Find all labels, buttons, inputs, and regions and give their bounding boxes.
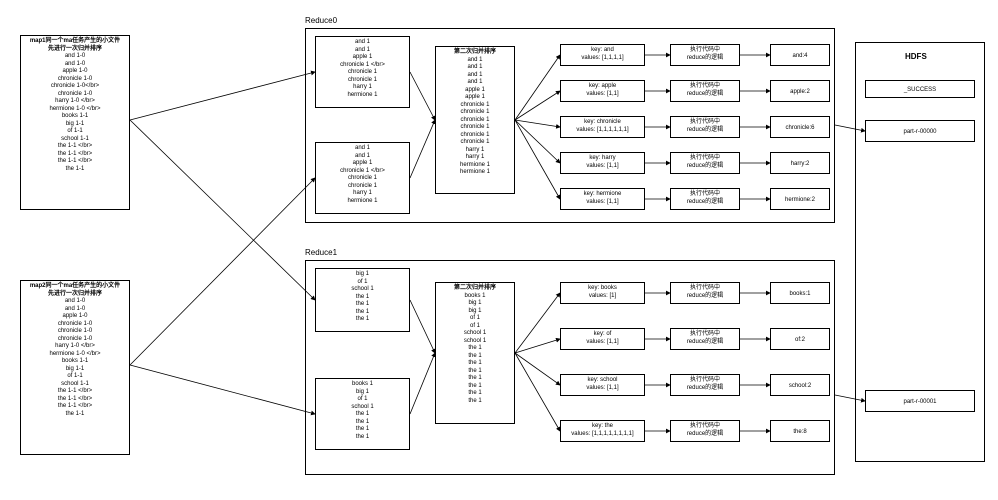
kv-exec-1-1: 执行代码中reduce的逻辑 [670, 328, 740, 350]
kv-key-1-1: key: ofvalues: [1,1] [560, 328, 645, 350]
kv-exec-0-1: 执行代码中reduce的逻辑 [670, 80, 740, 102]
kv-out-0-3: harry:2 [770, 152, 830, 174]
split-box-r0a: and 1and 1apple 1chronicle 1 </br>chroni… [315, 36, 410, 108]
kv-key-1-3: key: thevalues: [1,1,1,1,1,1,1,1] [560, 420, 645, 442]
kv-out-1-3: the:8 [770, 420, 830, 442]
hdfs-part-1: part-r-00001 [865, 390, 975, 412]
hdfs-title: HDFS [905, 52, 927, 61]
split-box-r1a: big 1of 1school 1the 1the 1the 1the 1 [315, 268, 410, 332]
kv-key-0-0: key: andvalues: [1,1,1,1] [560, 44, 645, 66]
split-box-r0b: and 1and 1apple 1chronicle 1 </br>chroni… [315, 142, 410, 214]
kv-exec-0-3: 执行代码中reduce的逻辑 [670, 152, 740, 174]
kv-out-0-0: and:4 [770, 44, 830, 66]
kv-exec-1-3: 执行代码中reduce的逻辑 [670, 420, 740, 442]
kv-out-1-0: books:1 [770, 282, 830, 304]
kv-exec-1-2: 执行代码中reduce的逻辑 [670, 374, 740, 396]
kv-key-0-4: key: hermionevalues: [1,1] [560, 188, 645, 210]
hdfs-success: _SUCCESS [865, 80, 975, 98]
kv-out-0-1: apple:2 [770, 80, 830, 102]
kv-out-1-2: school:2 [770, 374, 830, 396]
kv-key-0-2: key: chroniclevalues: [1,1,1,1,1,1] [560, 116, 645, 138]
kv-key-0-3: key: harryvalues: [1,1] [560, 152, 645, 174]
map-box-map2: map2同一个ma任务产生的小文件先进行一次归并排序and 1-0and 1-0… [20, 280, 130, 455]
kv-exec-0-0: 执行代码中reduce的逻辑 [670, 44, 740, 66]
reduce-label-reduce1: Reduce1 [305, 248, 337, 257]
kv-key-0-1: key: applevalues: [1,1] [560, 80, 645, 102]
kv-exec-0-2: 执行代码中reduce的逻辑 [670, 116, 740, 138]
reduce-label-reduce0: Reduce0 [305, 16, 337, 25]
kv-key-1-0: key: booksvalues: [1] [560, 282, 645, 304]
merge-box-m0: 第二次归并排序and 1and 1and 1and 1apple 1apple … [435, 46, 515, 194]
kv-exec-1-0: 执行代码中reduce的逻辑 [670, 282, 740, 304]
map-box-map1: map1同一个ma任务产生的小文件先进行一次归并排序and 1-0and 1-0… [20, 35, 130, 210]
split-box-r1b: books 1big 1of 1school 1the 1the 1the 1t… [315, 378, 410, 450]
kv-out-0-2: chronicle:6 [770, 116, 830, 138]
kv-exec-0-4: 执行代码中reduce的逻辑 [670, 188, 740, 210]
hdfs-part-0: part-r-00000 [865, 120, 975, 142]
kv-out-0-4: hermione:2 [770, 188, 830, 210]
kv-out-1-1: of:2 [770, 328, 830, 350]
kv-key-1-2: key: schoolvalues: [1,1] [560, 374, 645, 396]
merge-box-m1: 第二次归并排序books 1big 1big 1of 1of 1school 1… [435, 282, 515, 424]
